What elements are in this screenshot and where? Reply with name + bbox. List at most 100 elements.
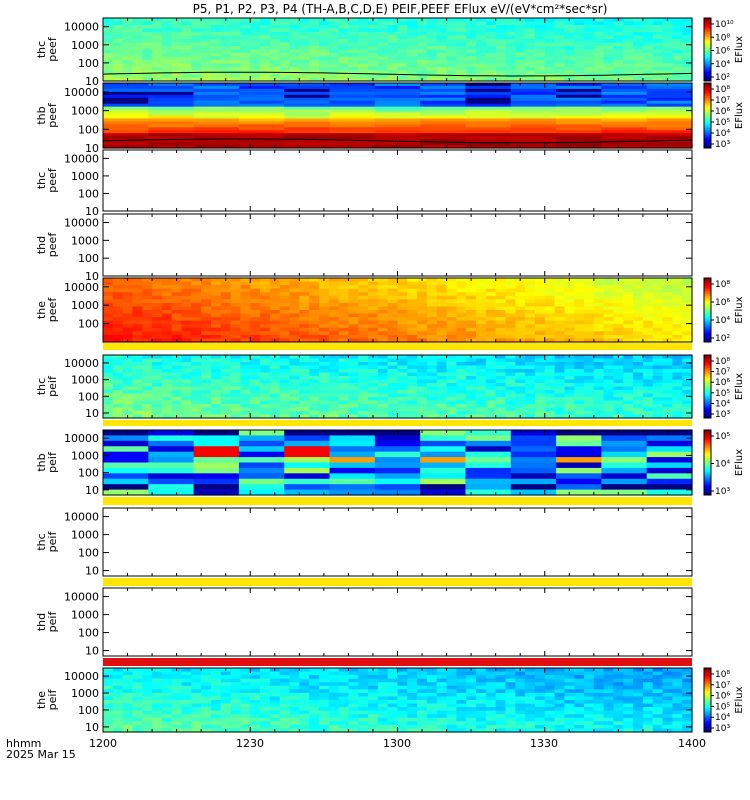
heat-cell: [420, 91, 467, 96]
colorbar-step: [704, 282, 711, 285]
heat-cell: [103, 306, 114, 311]
heat-cell: [191, 299, 202, 304]
heat-cell: [328, 67, 340, 72]
heat-cell: [122, 285, 134, 290]
heat-cell: [564, 285, 575, 290]
heat-cell: [171, 714, 183, 719]
heat-cell: [250, 407, 261, 412]
heat-cell: [240, 400, 251, 405]
heat-cell: [574, 362, 585, 367]
heat-cell: [299, 379, 310, 384]
heat-cell: [466, 411, 477, 416]
panel-thb-peef: 10000100010010thbpeef10⁸10⁷10⁶10⁵10⁴10³E…: [35, 82, 745, 155]
heat-cell: [603, 327, 615, 332]
heat-cell: [289, 327, 300, 332]
heat-cell: [279, 675, 291, 680]
heat-cell: [556, 478, 602, 485]
colorbar-step: [704, 128, 711, 131]
heat-cell: [682, 67, 693, 72]
heat-cell: [181, 327, 192, 332]
heat-cell: [309, 689, 320, 694]
heat-cell: [358, 338, 369, 343]
heat-cell: [515, 334, 526, 340]
heat-cell: [623, 53, 634, 58]
heat-cell: [148, 121, 195, 125]
heat-cell: [495, 310, 507, 315]
heat-cell: [348, 414, 359, 419]
heat-cell: [240, 331, 251, 336]
heat-cell: [152, 411, 163, 416]
heat-cell: [309, 724, 320, 730]
heat-cell: [358, 369, 369, 374]
heat-cell: [652, 299, 664, 304]
heat-cell: [515, 42, 526, 47]
heat-cell: [377, 28, 389, 33]
heat-cell: [309, 74, 320, 79]
heat-cell: [260, 721, 271, 726]
heat-cell: [210, 414, 222, 419]
heat-cell: [328, 302, 340, 308]
heat-cell: [289, 407, 300, 412]
heat-cell: [642, 49, 654, 54]
heat-cell: [633, 327, 644, 332]
heat-cell: [201, 317, 212, 322]
colorbar-step: [704, 447, 711, 450]
heat-cell: [112, 397, 124, 402]
heat-cell: [338, 362, 350, 367]
heat-cell: [103, 91, 149, 96]
heat-cell: [417, 379, 428, 384]
heat-cell: [397, 278, 408, 283]
heat-cell: [240, 390, 251, 395]
panel-frame: [102, 507, 693, 577]
heat-cell: [318, 25, 330, 30]
heat-cell: [132, 320, 143, 325]
heat-cell: [328, 376, 340, 381]
heat-cell: [279, 295, 291, 300]
heat-cell: [485, 281, 497, 286]
heat-cell: [652, 70, 664, 75]
heat-cell: [387, 35, 399, 40]
heat-cell: [368, 390, 379, 395]
heat-cell: [201, 404, 212, 409]
heat-cell: [318, 288, 330, 293]
heat-cell: [682, 400, 693, 405]
heat-cell: [103, 21, 114, 26]
heat-cell: [574, 60, 585, 65]
heat-cell: [646, 115, 693, 120]
heat-cell: [485, 334, 497, 340]
heat-cell: [574, 397, 585, 402]
heat-cell: [161, 668, 173, 673]
heat-cell: [338, 324, 350, 329]
heat-cell: [201, 365, 212, 370]
heat-cell: [318, 376, 330, 381]
heat-cell: [230, 689, 242, 694]
heat-cell: [112, 70, 124, 75]
heat-cell: [564, 379, 575, 384]
heat-cell: [387, 46, 399, 51]
heat-cell: [495, 285, 507, 290]
heat-cell: [646, 109, 693, 114]
heat-cell: [201, 696, 212, 701]
heat-cell: [329, 127, 376, 131]
y-tick-label: 100: [78, 187, 99, 200]
heat-cell: [456, 327, 467, 332]
heat-cell: [368, 376, 379, 381]
heat-cell: [289, 292, 300, 297]
heat-cell: [407, 281, 418, 286]
heat-cell: [122, 678, 134, 683]
heat-cell: [446, 313, 457, 318]
heat-cell: [112, 685, 124, 690]
heat-cell: [240, 310, 251, 315]
heat-cell: [260, 278, 271, 283]
heat-cell: [152, 369, 163, 374]
heat-cell: [436, 56, 448, 61]
heat-cell: [132, 21, 143, 26]
heat-cell: [652, 362, 664, 367]
heat-cell: [201, 285, 212, 290]
heat-cell: [210, 324, 222, 329]
colorbar-step: [704, 488, 711, 491]
heat-cell: [672, 358, 683, 363]
heat-cell: [554, 338, 565, 343]
heat-cell: [318, 56, 330, 61]
